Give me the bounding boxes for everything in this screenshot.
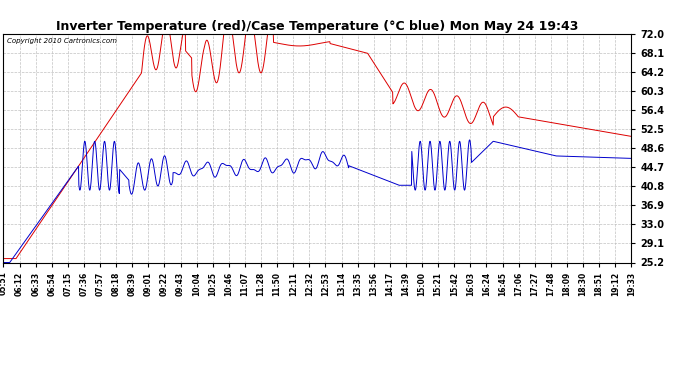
Title: Inverter Temperature (red)/Case Temperature (°C blue) Mon May 24 19:43: Inverter Temperature (red)/Case Temperat… — [56, 20, 579, 33]
Text: Copyright 2010 Cartronics.com: Copyright 2010 Cartronics.com — [7, 38, 117, 44]
